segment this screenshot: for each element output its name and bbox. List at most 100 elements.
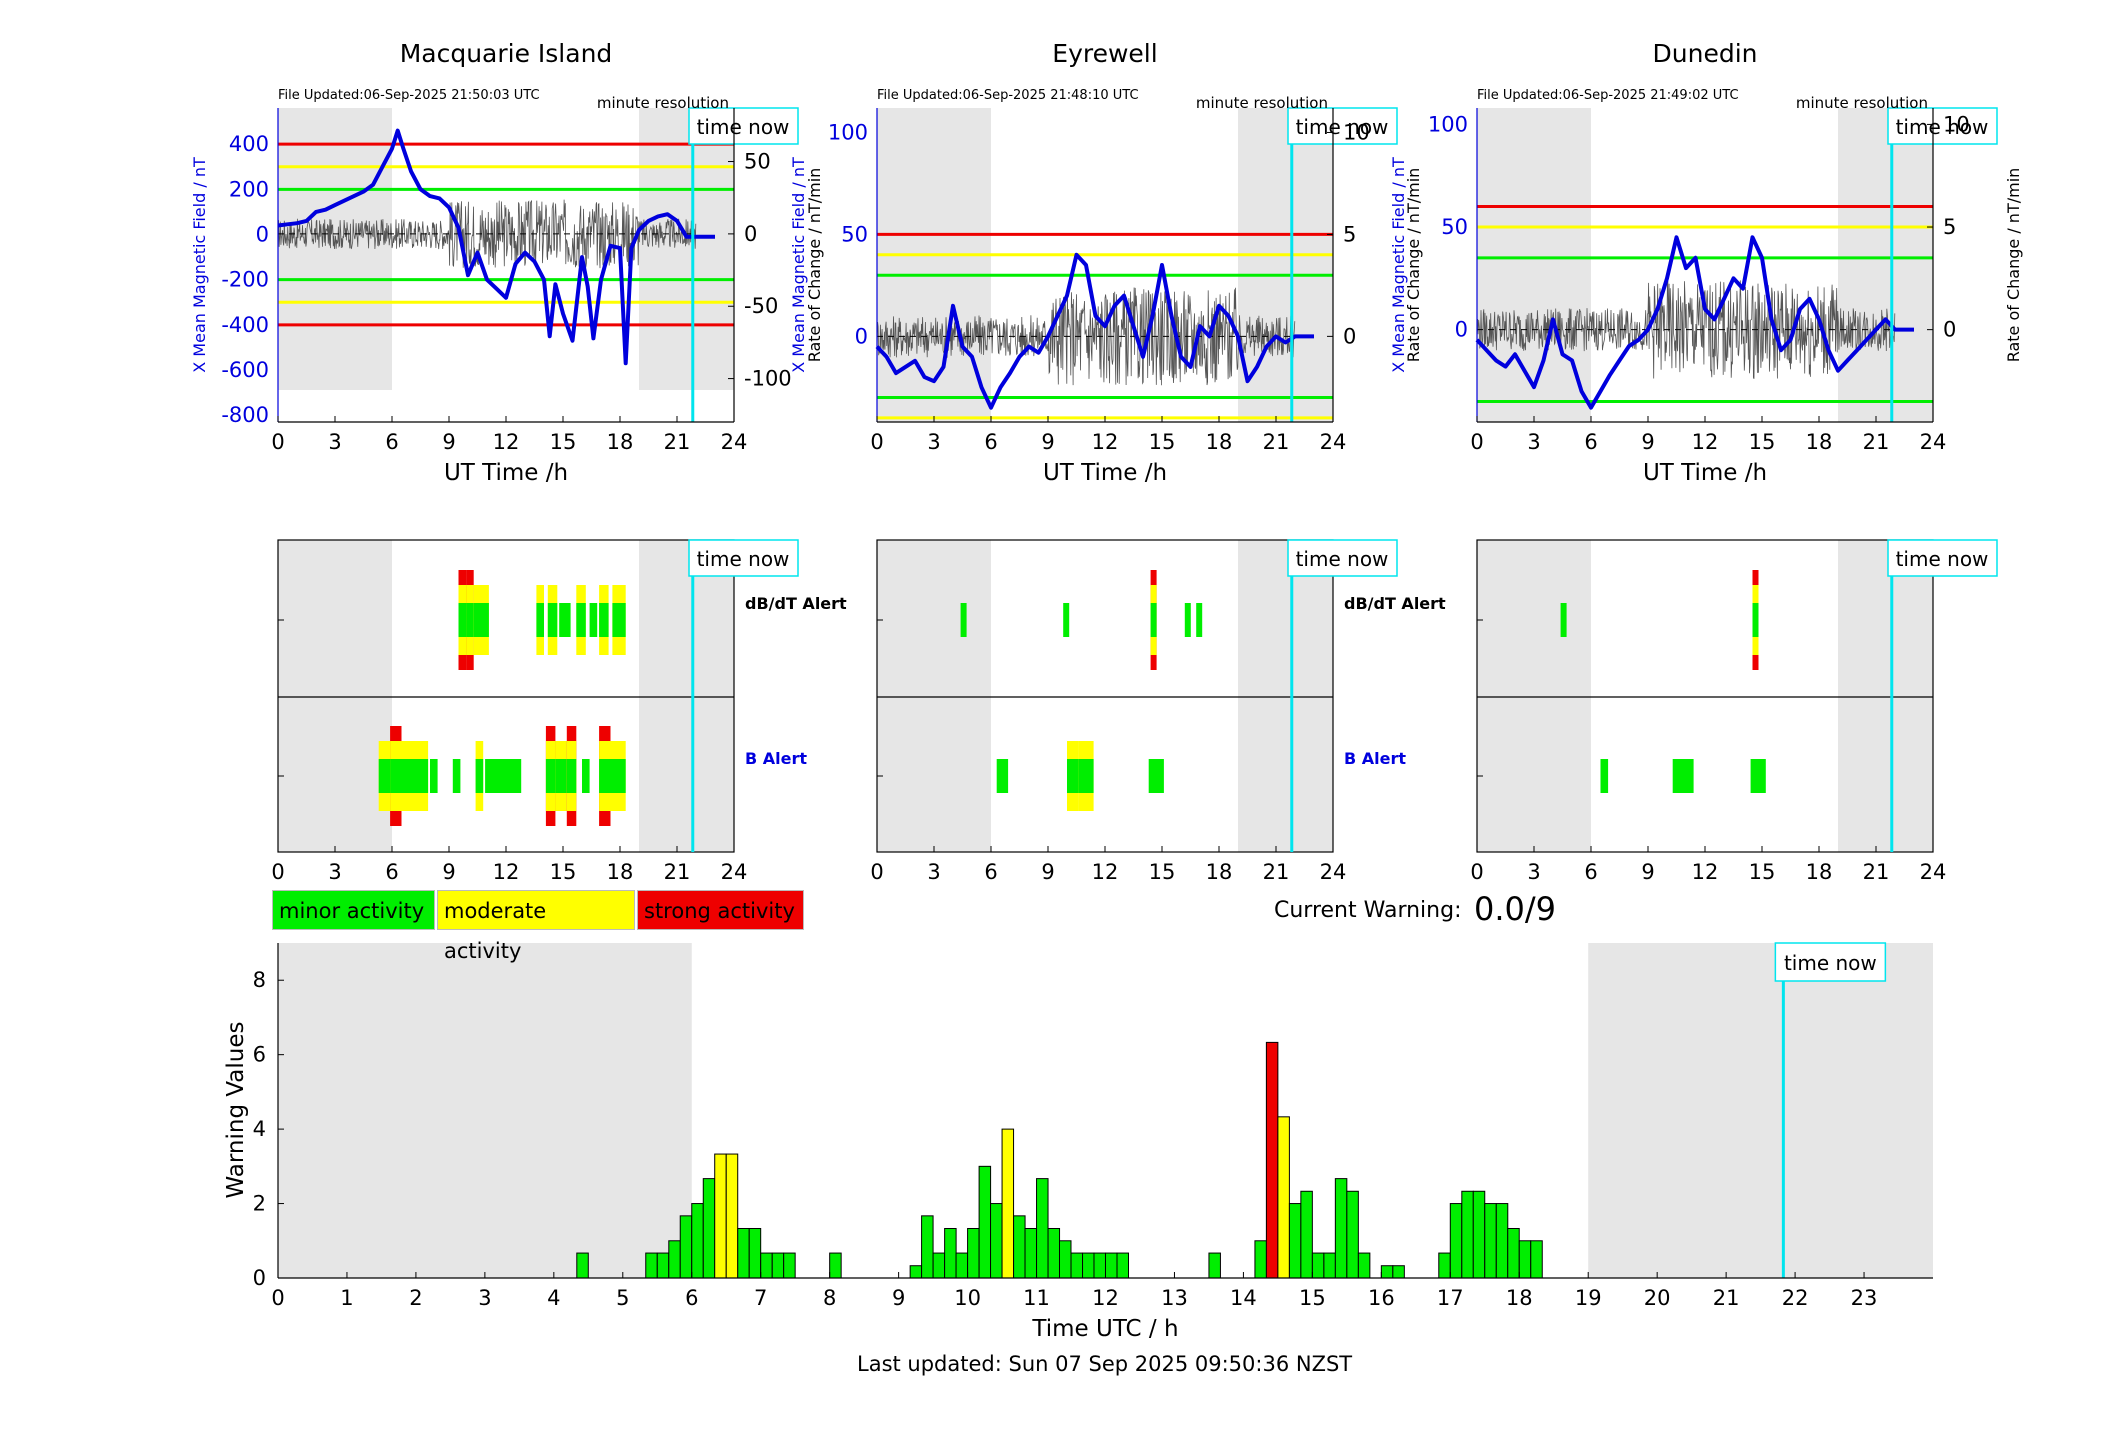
b-alert-bar-minor bbox=[452, 759, 461, 793]
x-tick-label: 17 bbox=[1437, 1286, 1464, 1310]
x-tick-label: 5 bbox=[616, 1286, 629, 1310]
warning-bar bbox=[1300, 1190, 1313, 1279]
warning-bar bbox=[909, 1265, 923, 1279]
warning-bar bbox=[691, 1203, 704, 1279]
y-tick-label-left: -600 bbox=[221, 358, 269, 382]
x-tick-label: 18 bbox=[607, 430, 634, 454]
y-tick-label: 6 bbox=[253, 1043, 266, 1067]
warning-bar bbox=[760, 1252, 773, 1279]
y-tick-label-left: 50 bbox=[1441, 215, 1468, 239]
time-now-box bbox=[688, 539, 799, 577]
x-tick-label: 20 bbox=[1644, 1286, 1671, 1310]
warning-bar bbox=[921, 1215, 934, 1279]
y-tick-label-right: 5 bbox=[1343, 222, 1356, 246]
y-tick-label-right: 10 bbox=[1343, 120, 1370, 144]
warning-bar bbox=[955, 1252, 969, 1279]
x-tick-label: 15 bbox=[1749, 860, 1776, 884]
b-alert-bar-minor bbox=[1672, 759, 1686, 793]
x-tick-label: 3 bbox=[927, 860, 940, 884]
x-tick-label: 18 bbox=[607, 860, 634, 884]
time-now-label: time now bbox=[1896, 115, 1989, 139]
x-tick-label: 21 bbox=[1863, 430, 1890, 454]
x-tick-label: 24 bbox=[1920, 860, 1947, 884]
x-tick-label: 21 bbox=[664, 860, 691, 884]
b-alert-bar-minor bbox=[1148, 759, 1164, 793]
x-tick-label: 16 bbox=[1368, 1286, 1395, 1310]
time-now-label: time now bbox=[1296, 115, 1389, 139]
x-tick-label: 21 bbox=[1263, 430, 1290, 454]
y-tick-label-left: -400 bbox=[221, 313, 269, 337]
b-alert-bar-minor bbox=[610, 759, 626, 793]
time-now-box bbox=[1287, 539, 1398, 577]
rate-of-change-line bbox=[277, 199, 697, 269]
b-alert-bar-minor bbox=[582, 759, 590, 793]
x-tick-label: 3 bbox=[328, 430, 341, 454]
warning-bar bbox=[944, 1227, 957, 1279]
warning-bar bbox=[1357, 1252, 1371, 1279]
time-now-label: time now bbox=[1784, 951, 1877, 975]
x-tick-label: 19 bbox=[1575, 1286, 1602, 1310]
warning-bar bbox=[1311, 1252, 1325, 1279]
x-tick-label: 3 bbox=[1527, 860, 1540, 884]
x-tick-label: 11 bbox=[1023, 1286, 1050, 1310]
warning-bar bbox=[1013, 1215, 1026, 1279]
b-alert-bar-minor bbox=[1067, 759, 1079, 793]
x-tick-label: 9 bbox=[1641, 860, 1654, 884]
warning-bar bbox=[737, 1227, 750, 1279]
x-tick-label: 18 bbox=[1506, 1286, 1533, 1310]
warning-bar bbox=[1323, 1252, 1336, 1279]
dbdt-alert-bar-minor bbox=[458, 603, 467, 637]
legend-strong: strong activity bbox=[637, 890, 804, 930]
b-alert-bar-minor bbox=[430, 759, 438, 793]
x-tick-label: 18 bbox=[1806, 860, 1833, 884]
x-tick-label: 0 bbox=[870, 430, 883, 454]
x-tick-label: 6 bbox=[984, 430, 997, 454]
b-alert-bar-minor bbox=[1600, 759, 1609, 793]
dbdt-alert-bar-minor bbox=[1063, 603, 1070, 637]
y-tick-label-left: -800 bbox=[221, 403, 269, 427]
x-tick-label: 12 bbox=[1092, 1286, 1119, 1310]
x-tick-label: 4 bbox=[547, 1286, 560, 1310]
x-tick-label: 14 bbox=[1230, 1286, 1257, 1310]
dbdt-alert-bar-minor bbox=[576, 603, 586, 637]
warning-bar bbox=[1334, 1178, 1348, 1279]
time-now-label: time now bbox=[697, 547, 790, 571]
dbdt-alert-bar-minor bbox=[473, 603, 489, 637]
x-tick-label: 3 bbox=[1527, 430, 1540, 454]
warning-bar bbox=[1277, 1116, 1290, 1279]
b-alert-bar-minor bbox=[1078, 759, 1094, 793]
file-updated: File Updated:06-Sep-2025 21:50:03 UTC bbox=[278, 88, 540, 103]
warning-bar bbox=[1254, 1240, 1267, 1279]
warning-bar bbox=[1472, 1190, 1486, 1279]
night-shading bbox=[877, 540, 991, 852]
warning-bar bbox=[668, 1240, 681, 1279]
x-tick-label: 24 bbox=[721, 430, 748, 454]
y-tick-label-left: 200 bbox=[229, 177, 269, 201]
x-tick-label: 0 bbox=[1470, 860, 1483, 884]
y-axis-label-left: X Mean Magnetic Field / nT bbox=[1389, 157, 1408, 373]
x-tick-label: 6 bbox=[385, 860, 398, 884]
night-shading bbox=[1838, 108, 1933, 422]
x-tick-label: 23 bbox=[1851, 1286, 1878, 1310]
x-tick-label: 15 bbox=[1149, 430, 1176, 454]
rate-of-change-line bbox=[1476, 280, 1896, 379]
x-tick-label: 12 bbox=[1092, 860, 1119, 884]
station-title: Dunedin bbox=[1653, 39, 1758, 68]
x-tick-label: 0 bbox=[1470, 430, 1483, 454]
y-tick-label-right: 0 bbox=[1343, 324, 1356, 348]
time-now-box bbox=[1287, 107, 1398, 145]
x-tick-label: 12 bbox=[493, 430, 520, 454]
minute-resolution: minute resolution bbox=[1796, 94, 1928, 112]
x-tick-label: 21 bbox=[664, 430, 691, 454]
file-updated: File Updated:06-Sep-2025 21:49:02 UTC bbox=[1477, 88, 1739, 103]
x-axis-label: Time UTC / h bbox=[1031, 1316, 1178, 1342]
x-tick-label: 7 bbox=[754, 1286, 767, 1310]
x-tick-label: 12 bbox=[1692, 860, 1719, 884]
y-tick-label: 8 bbox=[253, 968, 266, 992]
y-axis-label-right: Rate of Change / nT/min bbox=[1404, 168, 1423, 363]
x-tick-label: 18 bbox=[1206, 430, 1233, 454]
x-tick-label: 3 bbox=[927, 430, 940, 454]
warning-bar bbox=[1495, 1203, 1509, 1279]
y-tick-label-right: -50 bbox=[744, 294, 778, 318]
night-shading bbox=[1238, 540, 1333, 852]
